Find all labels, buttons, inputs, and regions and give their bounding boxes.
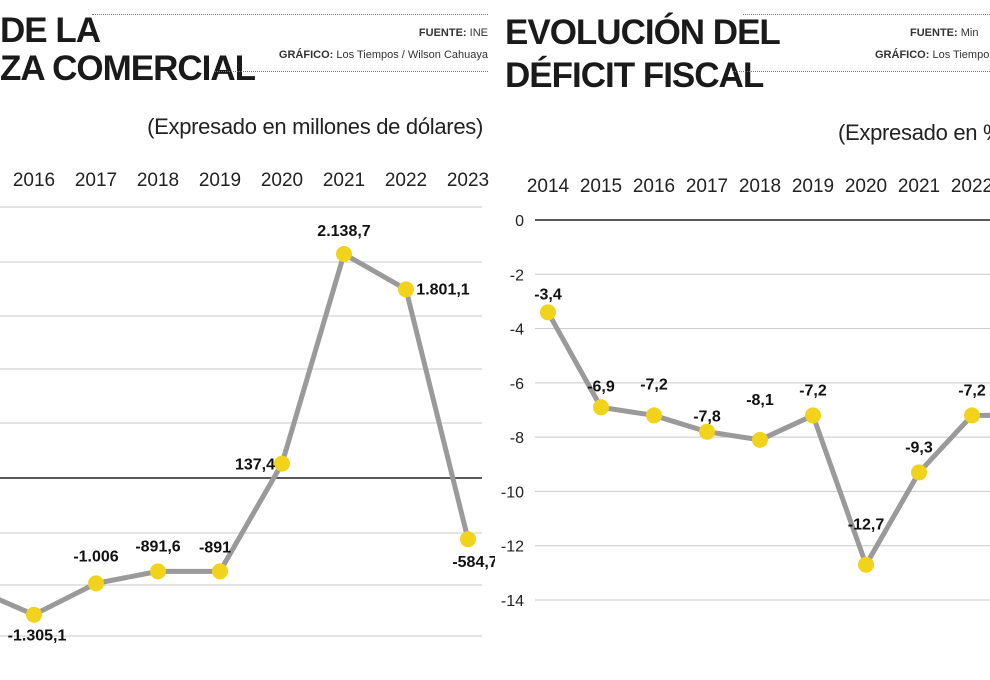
data-point [460,531,476,548]
data-point [540,304,556,321]
data-point [699,423,715,440]
graphic-credit: GRÁFICO: Los Tiempo [875,49,989,61]
chart-title-line-2: DÉFICIT FISCAL [505,56,764,95]
data-label: -891,6 [135,538,180,555]
y-tick-label: -12 [501,539,524,556]
x-tick-label: 2022 [951,176,990,197]
chart-title-line-1: DE LA [0,11,101,50]
chart-subtitle: (Expresado en millones de dólares) [147,114,483,139]
data-point [646,407,662,424]
x-tick-label: 2021 [323,170,365,191]
data-label: -1.305,1 [8,628,67,645]
data-point [858,556,874,573]
x-tick-label: 2014 [527,176,570,197]
x-tick-label: 2018 [739,176,781,197]
source-value: INE [469,27,488,39]
chart-subtitle: (Expresado en % [838,120,990,145]
data-label: -12,7 [848,517,885,534]
data-label: -1.006 [73,548,118,565]
data-point [752,431,768,448]
data-label: -8,1 [746,392,774,409]
series-line [545,311,990,568]
data-point [150,563,166,580]
data-label: -7,2 [958,382,986,399]
data-point [398,281,414,298]
x-tick-label: 2016 [13,170,55,191]
chart-title-line-2: ZA COMERCIAL [0,49,256,88]
x-tick-label: 2017 [686,176,728,197]
data-label: -7,8 [693,409,721,426]
data-label: 137,4 [235,457,275,474]
source-label: FUENTE: [418,27,467,39]
source-credit: FUENTE: Min [910,27,978,39]
data-point [911,464,927,481]
graphic-value: Los Tiempo [932,49,990,61]
source-credit: FUENTE: INE [419,27,488,39]
data-point [336,246,352,262]
data-label: -7,2 [799,382,827,399]
trade-balance-chart: 2016 2017 2018 2019 2020 2021 2022 2023 -1.305,1… [0,170,495,645]
data-point [212,563,228,580]
trade-balance-panel: DE LA ZA COMERCIAL FUENTE: INE GRÁFICO: … [0,11,495,645]
fiscal-deficit-panel: EVOLUCIÓN DEL DÉFICIT FISCAL FUENTE: Min… [495,0,990,680]
x-tick-label: 2019 [792,176,834,197]
data-point [88,575,104,592]
y-tick-label: -10 [501,484,524,501]
x-tick-label: 2020 [261,170,303,191]
header-rule [92,14,488,15]
series-line [0,251,471,618]
data-point [593,399,609,416]
x-tick-label: 2023 [447,170,489,191]
x-tick-label: 2020 [845,176,887,197]
data-label: -7,2 [640,376,668,393]
header-rule [743,14,990,15]
data-label: -6,9 [587,378,615,395]
chart-title-line-1: EVOLUCIÓN DEL [505,13,781,52]
x-tick-label: 2022 [385,170,427,191]
y-tick-label: -2 [510,267,524,284]
y-tick-label: -4 [510,322,524,339]
source-value: Min [960,27,979,39]
fiscal-deficit-chart: 0 -2 -4 -6 -8 -10 -12 -14 2014 2015 2016 2017 2018 20… [501,176,990,610]
x-tick-label: 2021 [898,176,940,197]
x-tick-label: 2019 [199,170,241,191]
data-point [26,606,42,623]
source-label: FUENTE: [910,27,958,39]
header-rule [733,71,990,72]
data-label: -584,7 [452,554,495,571]
data-label: -9,3 [905,439,933,456]
y-tick-label: -6 [510,376,524,393]
y-tick-label: -14 [501,593,524,610]
data-label: 1.801,1 [416,281,469,298]
data-label: -3,4 [534,286,562,303]
data-point [274,455,290,472]
graphic-value: Los Tiempos / Wilson Cahuaya [336,49,488,61]
x-tick-label: 2018 [137,170,179,191]
x-tick-label: 2015 [580,176,622,197]
data-label: 2.138,7 [317,223,370,240]
y-tick-label: 0 [515,213,524,230]
x-tick-label: 2017 [75,170,117,191]
header-rule [215,71,488,72]
graphic-label: GRÁFICO: [278,49,334,61]
data-label: -891 [199,539,231,556]
data-point [964,407,980,424]
data-point [805,407,821,424]
y-tick-label: -8 [510,430,524,447]
x-tick-label: 2016 [633,176,675,197]
graphic-credit: GRÁFICO: Los Tiempos / Wilson Cahuaya [279,49,488,61]
graphic-label: GRÁFICO: [875,49,930,61]
